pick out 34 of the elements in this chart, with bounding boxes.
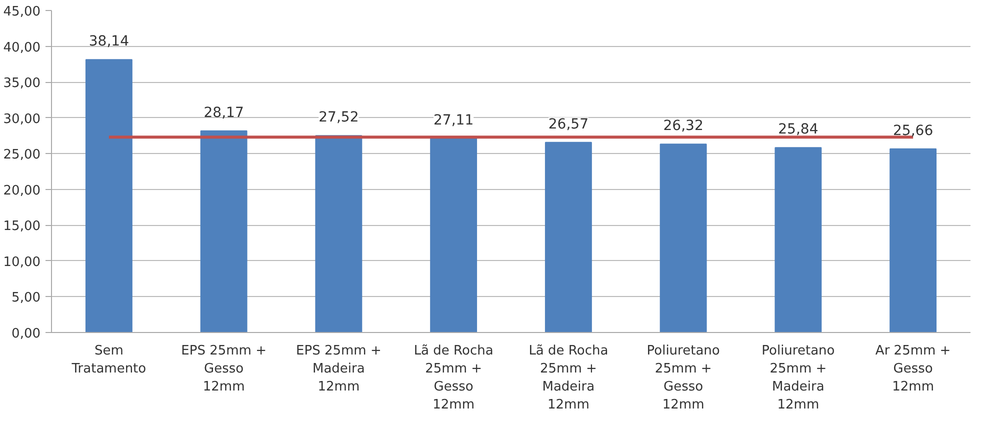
y-tick-label: 35,00 (3, 76, 40, 92)
data-label: 27,11 (434, 112, 474, 129)
bar (85, 59, 132, 332)
x-tick-label: Sem Tratamento (70, 344, 146, 376)
x-tick-label: EPS 25mm + Madeira 12mm (296, 344, 382, 394)
data-label: 28,17 (204, 104, 244, 121)
bar (430, 138, 478, 332)
bar (544, 142, 592, 332)
y-tick-label: 45,00 (3, 4, 40, 20)
x-tick-label: Ar 25mm + Gesso 12mm (875, 344, 951, 394)
x-tick-label: Lã de Rocha 25mm + Gesso 12mm (414, 344, 494, 412)
x-tick-label: Lã de Rocha 25mm + Madeira 12mm (528, 344, 608, 412)
bar (200, 130, 248, 332)
y-tick-label: 40,00 (3, 40, 40, 56)
x-tick-label: EPS 25mm + Gesso 12mm (181, 344, 266, 394)
bar (315, 135, 362, 332)
x-tick-label: Poliuretano 25mm + Gesso 12mm (646, 344, 720, 412)
data-label: 26,57 (548, 116, 588, 132)
bar (660, 144, 707, 332)
data-label: 25,66 (893, 122, 934, 139)
y-tick-label: 30,00 (3, 112, 40, 127)
y-tick-label: 15,00 (3, 219, 40, 234)
bar (890, 148, 937, 332)
y-tick-label: 5,00 (12, 290, 41, 306)
y-tick-label: 0,00 (12, 326, 41, 342)
data-label: 27,52 (318, 110, 359, 126)
y-tick-label: 10,00 (3, 254, 40, 270)
y-tick-label: 20,00 (3, 183, 40, 198)
data-label: 38,14 (88, 34, 130, 50)
data-label: 25,84 (778, 122, 818, 138)
data-label: 26,32 (663, 118, 704, 134)
y-tick-label: 25,00 (3, 148, 40, 163)
bar (774, 147, 822, 332)
x-tick-label: Poliuretano 25mm + Madeira 12mm (762, 344, 835, 412)
